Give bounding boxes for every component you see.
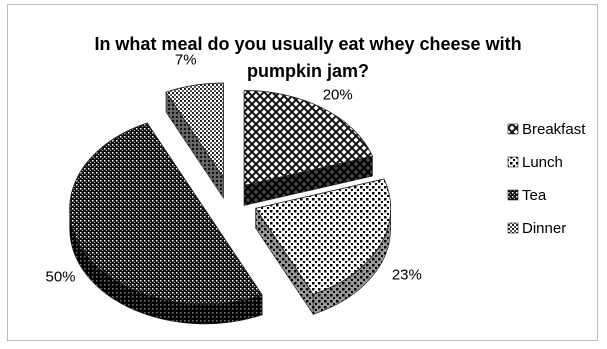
legend-label-dinner: Dinner [522,220,566,237]
legend-swatch-tea [507,189,519,201]
chart-title-line1: In what meal do you usually eat whey che… [94,34,522,54]
pie-label-dinner: 7% [175,51,197,68]
pie-label-lunch: 23% [392,266,422,283]
legend-label-lunch: Lunch [522,154,563,171]
chart-title: In what meal do you usually eat whey che… [48,31,568,85]
legend-swatch-dinner [507,222,519,234]
chart-title-line2: pumpkin jam? [246,61,369,81]
pie-label-breakfast: 20% [323,87,353,104]
legend-swatch-lunch [507,156,519,168]
pie-slice-lunch [255,178,392,295]
pie-slice-tea [69,122,263,305]
pie-slice-breakfast [243,90,374,186]
pie-slice-dinner [165,82,224,180]
legend-label-tea: Tea [522,187,547,204]
pie-label-tea: 50% [46,269,76,286]
legend-swatch-breakfast [507,123,519,135]
legend-label-breakfast: Breakfast [522,121,586,138]
